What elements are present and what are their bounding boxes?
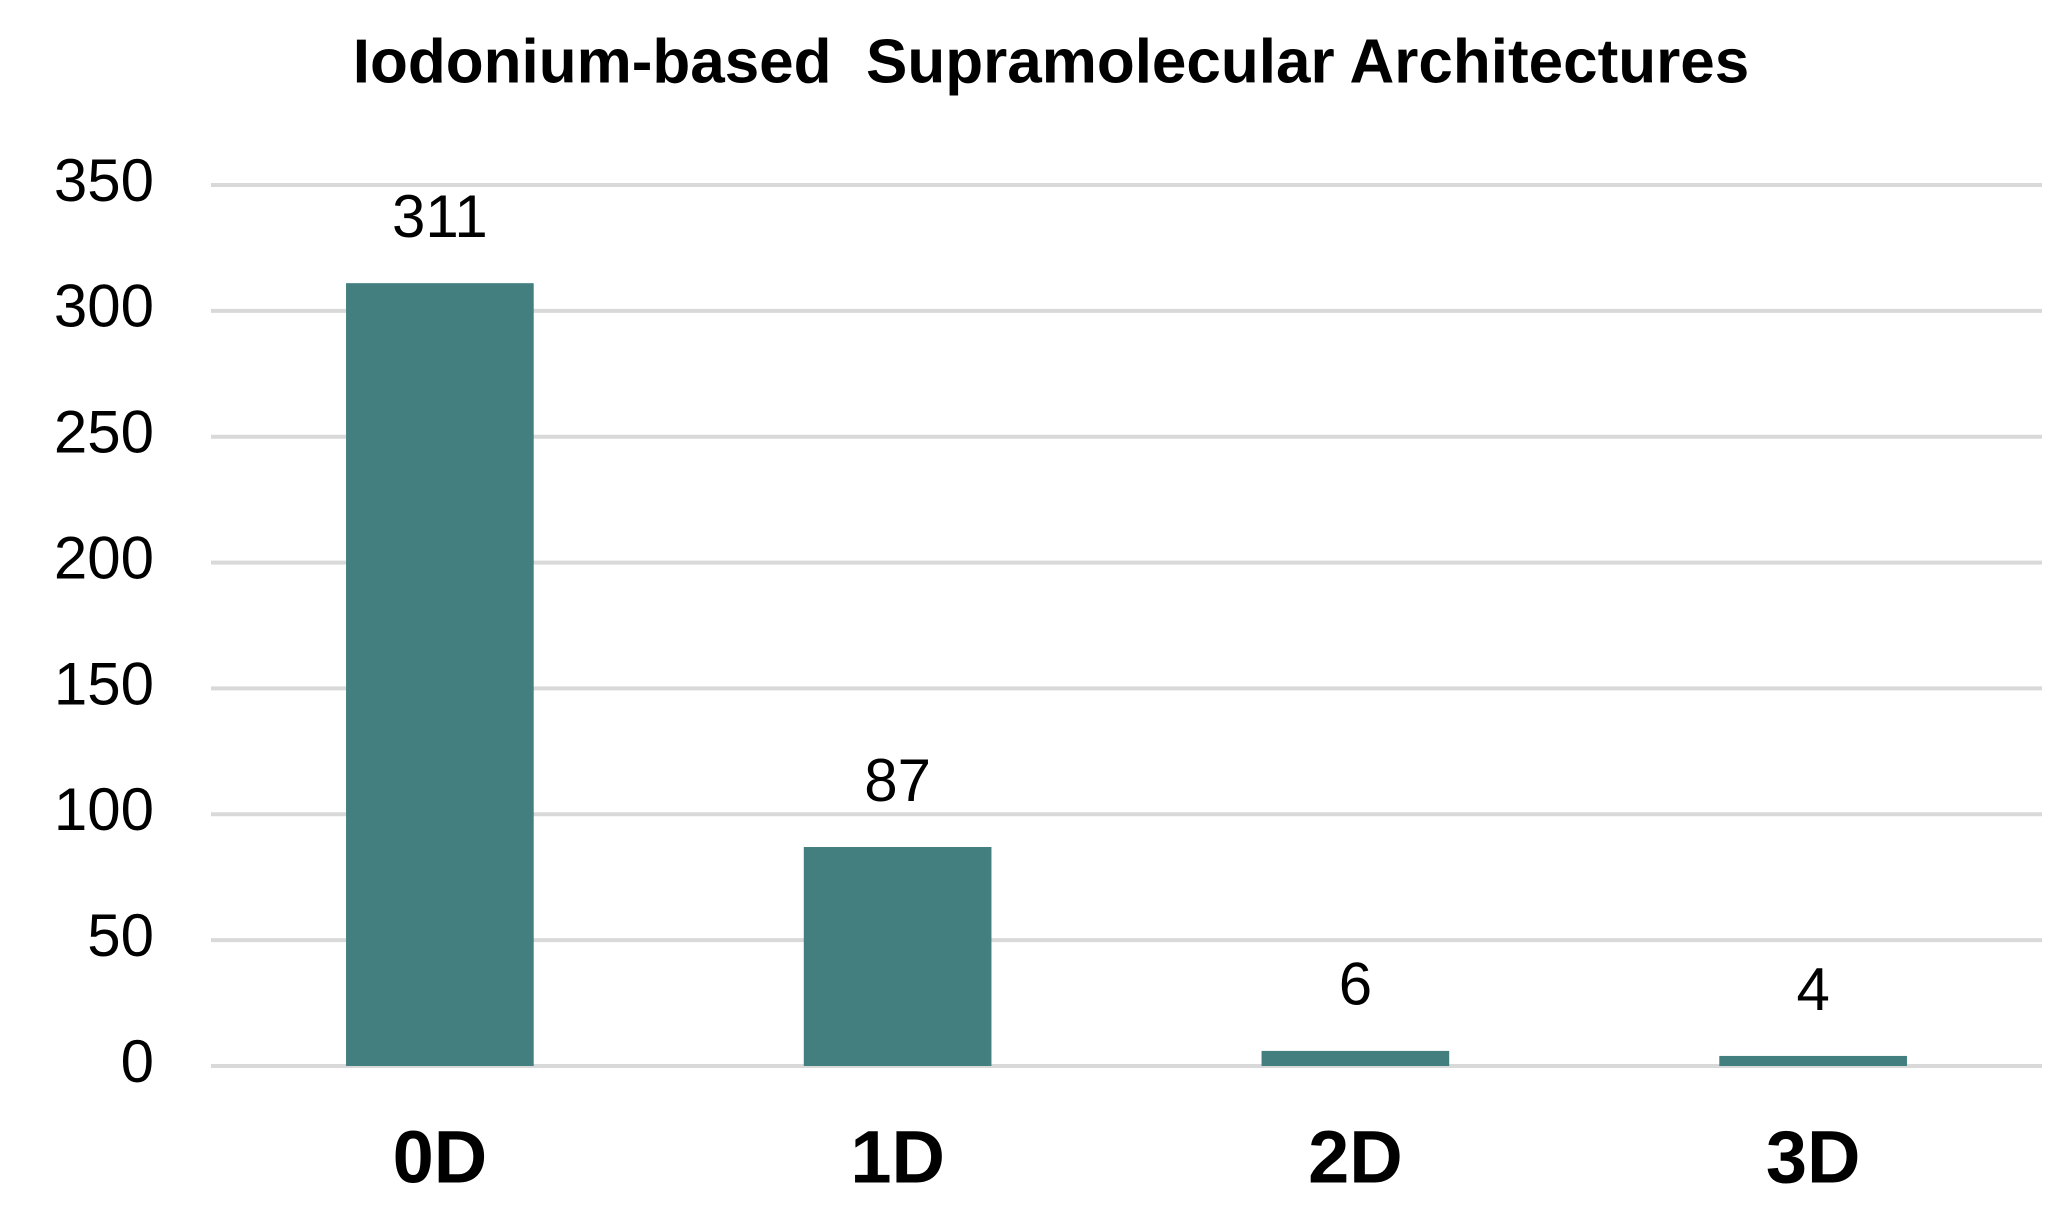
y-tick-label: 300: [54, 273, 154, 340]
bar: [346, 283, 534, 1066]
y-tick-label: 350: [54, 147, 154, 214]
chart-title: Iodonium-based Supramolecular Architectu…: [353, 27, 1749, 96]
bar: [1719, 1055, 1907, 1066]
bar: [1261, 1050, 1450, 1066]
x-tick-label: 2D: [1308, 1116, 1403, 1199]
x-tick-label: 3D: [1766, 1116, 1861, 1199]
value-label: 87: [864, 747, 931, 814]
y-tick-label: 250: [54, 399, 154, 466]
y-tick-label: 50: [87, 902, 154, 969]
y-tick-label: 150: [54, 650, 154, 717]
y-tick-label: 100: [54, 776, 154, 843]
y-tick-label: 200: [54, 524, 154, 591]
y-tick-label: 0: [121, 1028, 154, 1095]
value-label: 4: [1796, 956, 1829, 1023]
bar: [803, 847, 992, 1066]
x-tick-label: 1D: [850, 1116, 945, 1199]
value-label: 6: [1339, 951, 1372, 1018]
x-tick-label: 0D: [393, 1116, 488, 1199]
value-label: 311: [392, 183, 488, 250]
